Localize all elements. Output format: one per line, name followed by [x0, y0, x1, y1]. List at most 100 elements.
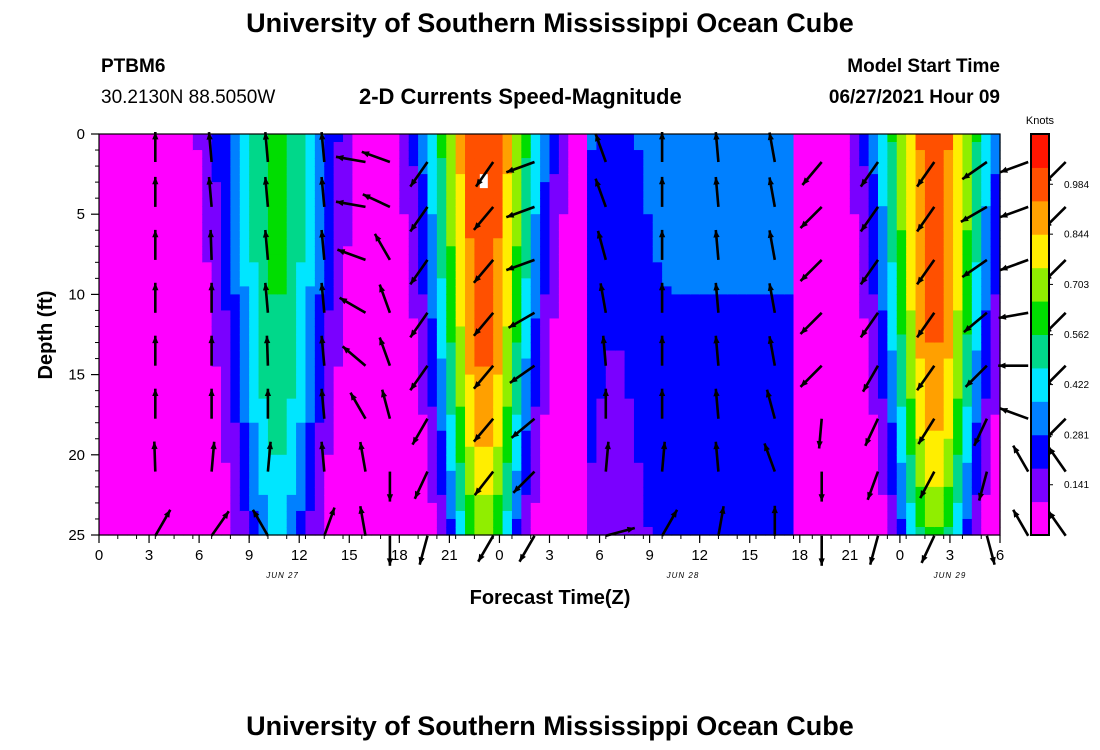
heatmap-cell — [953, 302, 964, 312]
heatmap-cell — [361, 390, 372, 400]
heatmap-cell — [427, 390, 438, 400]
heatmap-cell — [662, 150, 673, 159]
heatmap-cell — [117, 414, 128, 424]
heatmap-cell — [587, 190, 598, 199]
heatmap-cell — [221, 494, 231, 504]
heatmap-cell — [643, 382, 654, 392]
heatmap-cell — [624, 446, 635, 456]
heatmap-cell — [408, 462, 419, 472]
heatmap-cell — [418, 438, 429, 448]
heatmap-cell — [971, 462, 982, 472]
heatmap-cell — [155, 454, 166, 464]
heatmap-cell — [249, 294, 260, 304]
heatmap-cell — [183, 158, 194, 167]
heatmap-cell — [624, 254, 635, 263]
heatmap-cell — [221, 150, 231, 159]
heatmap-cell — [511, 302, 522, 312]
heatmap-cell — [633, 462, 644, 472]
heatmap-cell — [136, 390, 147, 400]
heatmap-cell — [859, 150, 870, 159]
heatmap-cell — [633, 502, 644, 512]
heatmap-cell — [221, 526, 231, 536]
heatmap-cell — [877, 422, 888, 432]
heatmap-cell — [127, 166, 138, 175]
heatmap-cell — [99, 206, 109, 215]
current-vector — [409, 161, 429, 188]
heatmap-cell — [155, 366, 166, 376]
heatmap-cell — [399, 166, 410, 175]
heatmap-cell — [530, 278, 541, 287]
heatmap-cell — [99, 254, 109, 263]
current-vector — [767, 230, 777, 261]
heatmap-cell — [596, 334, 607, 344]
heatmap-cell — [896, 174, 907, 183]
heatmap-cell — [755, 206, 766, 215]
heatmap-cell — [981, 230, 992, 239]
heatmap-cell — [427, 342, 438, 352]
heatmap-cell — [521, 182, 532, 191]
heatmap-cell — [699, 134, 710, 143]
heatmap-cell — [568, 206, 579, 215]
heatmap-cell — [483, 390, 494, 400]
heatmap-cell — [943, 174, 954, 183]
heatmap-cell — [493, 462, 504, 472]
heatmap-cell — [774, 174, 785, 183]
heatmap-cell — [859, 174, 870, 183]
heatmap-cell — [849, 382, 860, 392]
heatmap-cell — [221, 262, 231, 271]
heatmap-cell — [737, 502, 748, 512]
heatmap-cell — [587, 230, 598, 239]
heatmap-cell — [643, 422, 654, 432]
heatmap-cell — [343, 238, 354, 247]
heatmap-cell — [277, 526, 288, 536]
heatmap-cell — [230, 294, 241, 304]
heatmap-cell — [164, 398, 175, 408]
heatmap-cell — [840, 222, 851, 231]
heatmap-cell — [709, 446, 720, 456]
heatmap-cell — [211, 134, 222, 143]
heatmap-cell — [136, 230, 147, 239]
heatmap-cell — [924, 302, 935, 312]
heatmap-cell — [277, 342, 288, 352]
heatmap-cell — [192, 174, 203, 183]
heatmap-cell — [662, 238, 673, 247]
heatmap-cell — [821, 374, 832, 384]
heatmap-cell — [690, 374, 701, 384]
heatmap-cell — [671, 262, 682, 271]
heatmap-cell — [361, 254, 372, 263]
heatmap-cell — [418, 390, 429, 400]
heatmap-cell — [361, 222, 372, 231]
heatmap-cell — [699, 502, 710, 512]
heatmap-cell — [868, 198, 879, 207]
heatmap-cell — [990, 246, 1001, 255]
heatmap-cell — [333, 278, 344, 287]
heatmap-cell — [361, 142, 372, 151]
heatmap-cell — [802, 478, 813, 488]
heatmap-cell — [662, 222, 673, 231]
heatmap-cell — [446, 470, 457, 480]
heatmap-cell — [493, 454, 504, 464]
heatmap-cell — [511, 158, 522, 167]
heatmap-cell — [521, 438, 532, 448]
heatmap-cell — [371, 262, 382, 271]
heatmap-cell — [662, 214, 673, 223]
heatmap-cell — [981, 150, 992, 159]
heatmap-cell — [746, 286, 757, 295]
heatmap-cell — [718, 214, 729, 223]
heatmap-cell — [596, 246, 607, 255]
heatmap-cell — [746, 278, 757, 287]
heatmap-cell — [361, 198, 372, 207]
heatmap-cell — [446, 406, 457, 416]
heatmap-cell — [192, 182, 203, 191]
heatmap-cell — [343, 150, 354, 159]
heatmap-cell — [981, 190, 992, 199]
heatmap-cell — [877, 342, 888, 352]
heatmap-cell — [849, 206, 860, 215]
heatmap-cell — [840, 342, 851, 352]
heatmap-cell — [474, 478, 485, 488]
heatmap-cell — [371, 158, 382, 167]
heatmap-cell — [371, 334, 382, 344]
heatmap-cell — [671, 414, 682, 424]
heatmap-cell — [314, 326, 325, 336]
heatmap-cell — [211, 294, 222, 304]
